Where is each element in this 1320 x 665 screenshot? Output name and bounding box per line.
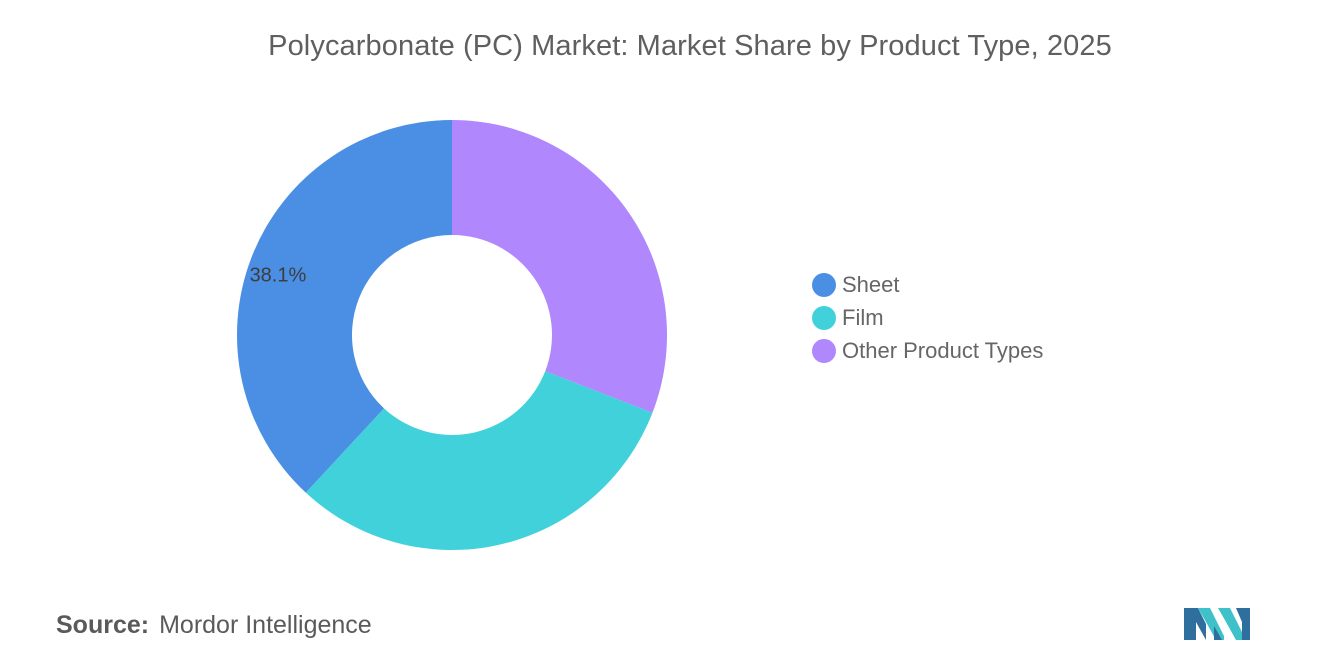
legend-swatch-other-product-types bbox=[812, 338, 836, 363]
legend-swatch-sheet bbox=[812, 272, 836, 297]
donut-slice-sheet bbox=[236, 120, 452, 493]
legend-item-film: Film bbox=[812, 301, 1043, 334]
legend-swatch-film bbox=[812, 305, 836, 330]
mordor-intelligence-logo-icon bbox=[1184, 608, 1250, 640]
source-value: Mordor Intelligence bbox=[159, 611, 372, 639]
legend-label-film: Film bbox=[842, 304, 884, 330]
chart-title: Polycarbonate (PC) Market: Market Share … bbox=[268, 30, 1112, 62]
donut-slice-other-product-types bbox=[452, 120, 667, 413]
source-note: Source: Mordor Intelligence bbox=[56, 611, 372, 640]
legend-item-other-product-types: Other Product Types bbox=[812, 334, 1043, 367]
legend-label-sheet: Sheet bbox=[842, 271, 900, 297]
data-label-sheet: 38.1% bbox=[250, 265, 307, 287]
legend-item-sheet: Sheet bbox=[812, 268, 1043, 301]
chart-legend: Sheet Film Other Product Types bbox=[812, 268, 1043, 367]
legend-label-other-product-types: Other Product Types bbox=[842, 337, 1044, 363]
source-key: Source: bbox=[56, 611, 150, 639]
donut-slice-film bbox=[305, 371, 653, 550]
